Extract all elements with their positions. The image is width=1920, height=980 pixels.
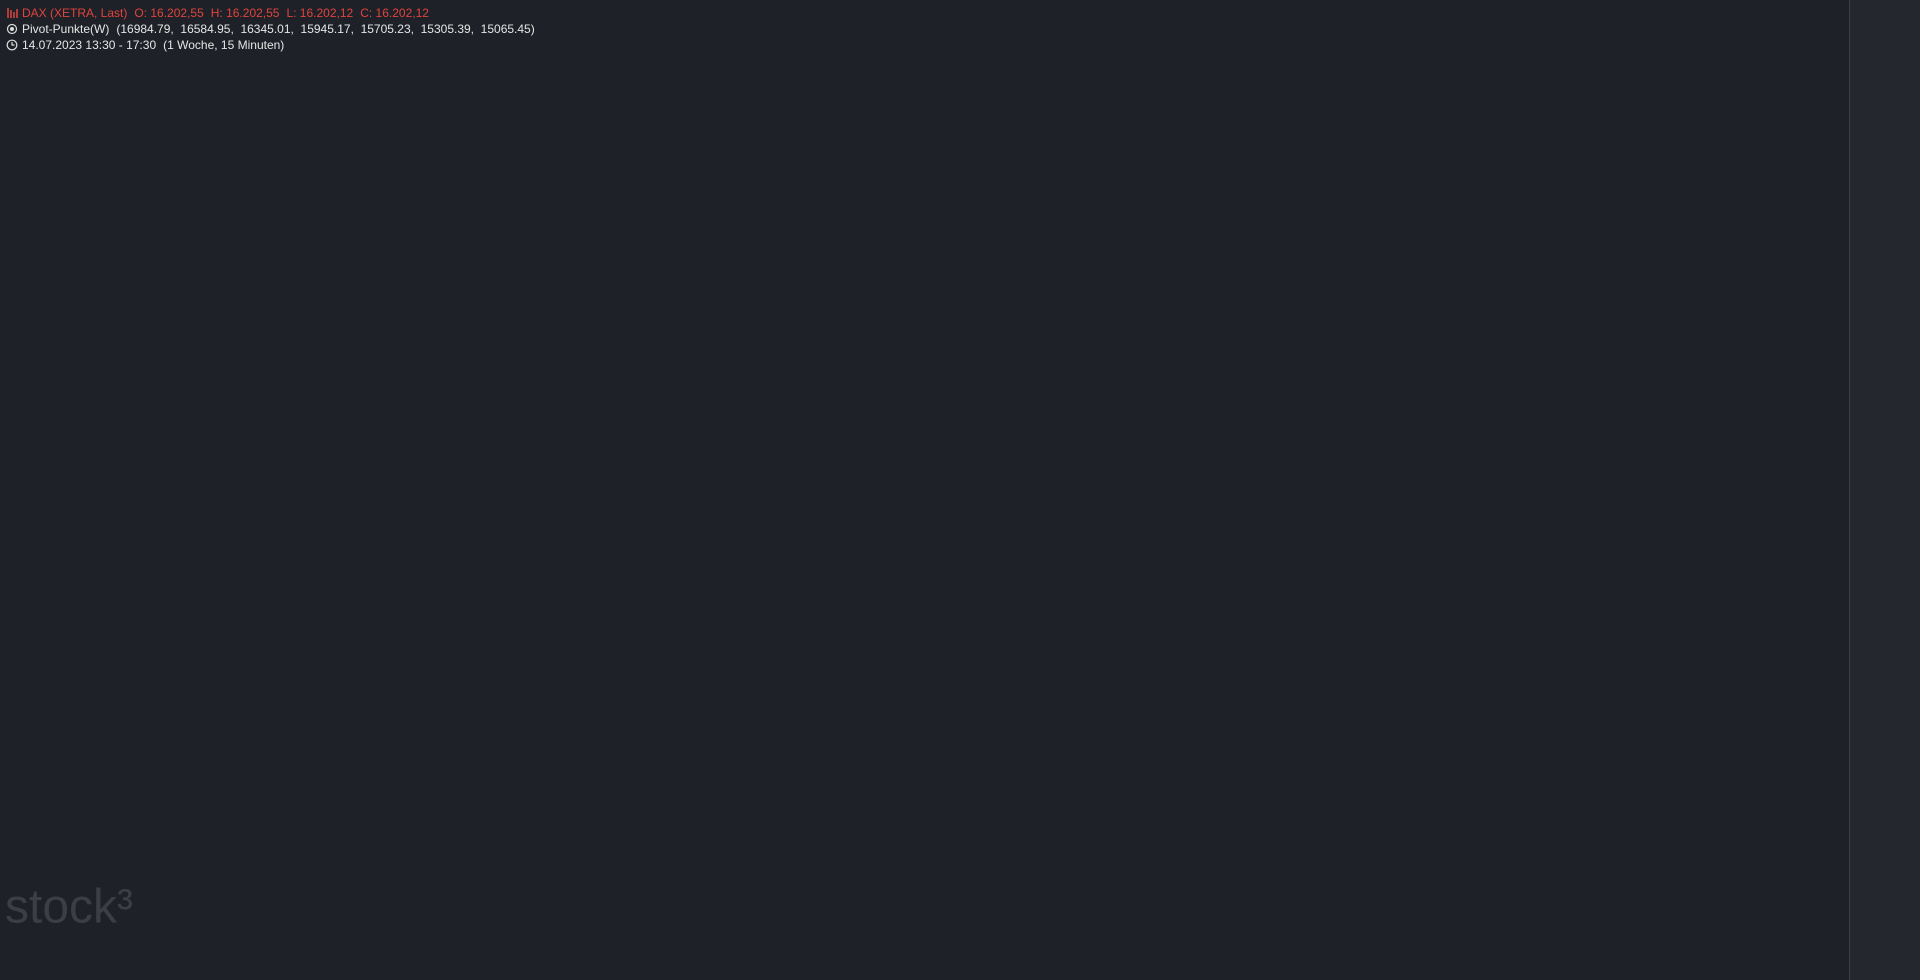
watermark: stock³ xyxy=(5,881,133,934)
price-axis-panel xyxy=(1849,0,1920,980)
ohlc-high: H: 16.202,55 xyxy=(210,6,280,20)
instrument-icon xyxy=(7,8,18,18)
ohlc-low: L: 16.202,12 xyxy=(286,6,354,20)
period-row: 14.07.2023 13:30 - 17:30 (1 Woche, 15 Mi… xyxy=(6,37,535,53)
period-note: (1 Woche, 15 Minuten) xyxy=(163,38,285,52)
indicator-row: Pivot-Punkte(W) (16984.79, 16584.95, 163… xyxy=(6,21,535,37)
header: DAX (XETRA, Last) O: 16.202,55 H: 16.202… xyxy=(6,5,535,53)
indicator-values: (16984.79, 16584.95, 16345.01, 15945.17,… xyxy=(116,22,535,36)
indicator-icon[interactable] xyxy=(6,23,18,35)
indicator-name: Pivot-Punkte(W) xyxy=(22,22,110,36)
instrument: DAX (XETRA, Last) xyxy=(22,6,128,20)
clock-icon xyxy=(6,39,18,51)
ohlc-open: O: 16.202,55 xyxy=(134,6,204,20)
ohlc-close: C: 16.202,12 xyxy=(360,6,429,20)
period: 14.07.2023 13:30 - 17:30 xyxy=(22,38,157,52)
instrument-row: DAX (XETRA, Last) O: 16.202,55 H: 16.202… xyxy=(6,5,535,21)
